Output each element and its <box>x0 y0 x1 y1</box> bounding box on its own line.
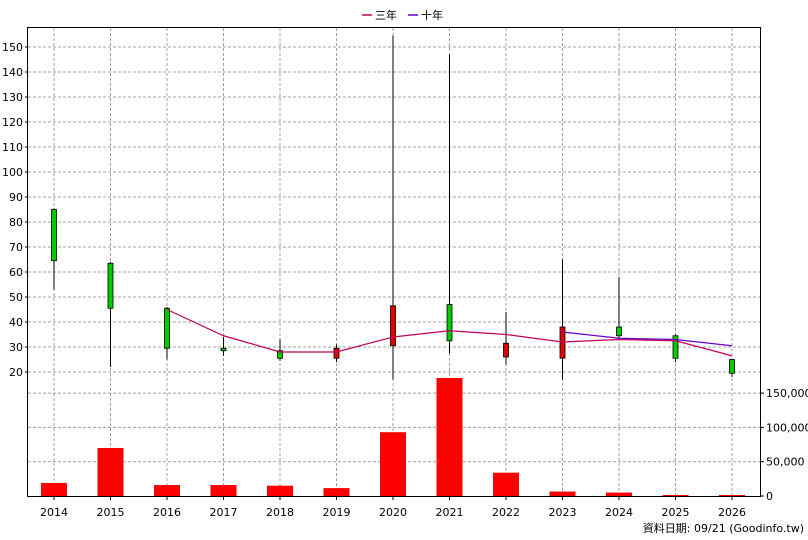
volume-bar <box>662 495 689 496</box>
volume-bar <box>267 485 293 496</box>
price-tick-label: 90 <box>9 191 23 204</box>
price-tick-label: 60 <box>9 266 23 279</box>
volume-bar <box>41 482 67 496</box>
price-tick-label: 130 <box>2 91 23 104</box>
volume-bar <box>606 492 632 496</box>
year-tick-label: 2021 <box>436 506 464 519</box>
candle-body <box>672 335 679 359</box>
price-tick-label: 100 <box>2 166 23 179</box>
year-tick-label: 2016 <box>153 506 181 519</box>
candle-body <box>559 326 566 359</box>
year-tick-label: 2019 <box>323 506 351 519</box>
year-tick-label: 2018 <box>266 506 294 519</box>
volume-bar <box>549 491 576 496</box>
candle-body <box>51 209 57 262</box>
volume-bar <box>210 485 237 496</box>
price-tick-label: 50 <box>9 291 23 304</box>
legend: 三年 十年 <box>362 8 443 22</box>
year-tick-label: 2025 <box>662 506 690 519</box>
year-tick-label: 2020 <box>379 506 407 519</box>
volume-bar <box>436 378 463 496</box>
volume-bar <box>493 472 519 496</box>
volume-tick-label: 0 <box>766 490 773 503</box>
volume-tick-label: 150,000 <box>766 387 808 400</box>
price-tick-label: 110 <box>2 141 23 154</box>
price-tick-label: 20 <box>9 366 23 379</box>
candle-body <box>616 326 622 337</box>
volume-bar <box>380 432 406 496</box>
candle-body <box>277 350 283 359</box>
moving-average-lines <box>166 308 733 357</box>
data-date-note: 資料日期: 09/21 (Goodinfo.tw) <box>643 521 804 535</box>
price-tick-label: 30 <box>9 341 23 354</box>
year-tick-label: 2015 <box>97 506 125 519</box>
three-year-line <box>166 308 733 357</box>
year-tick-label: 2024 <box>605 506 633 519</box>
volume-bar <box>719 495 745 496</box>
grid <box>28 28 760 496</box>
candle-body <box>164 307 170 349</box>
volume-tick-label: 50,000 <box>766 456 805 469</box>
price-axis: 20 30 40 50 60 70 80 90 100 110 120 130 140 150 <box>2 41 28 379</box>
price-tick-label: 70 <box>9 241 23 254</box>
volume-axis: 0 50,000 100,000 150,000 <box>760 387 808 503</box>
candle-body <box>503 342 509 358</box>
price-tick-label: 120 <box>2 116 23 129</box>
candles <box>51 35 735 380</box>
legend-three-year-label: 三年 <box>375 8 397 22</box>
year-tick-label: 2023 <box>549 506 577 519</box>
price-tick-label: 40 <box>9 316 23 329</box>
candle-body <box>446 304 453 342</box>
year-tick-label: 2022 <box>492 506 520 519</box>
legend-ten-year-label: 十年 <box>421 8 443 22</box>
candle-body <box>333 347 340 359</box>
year-axis: 2014 2015 2016 2017 2018 2019 2020 2021 2022 2023… <box>40 496 746 519</box>
year-tick-label: 2014 <box>40 506 68 519</box>
ten-year-line <box>562 331 733 347</box>
year-tick-label: 2017 <box>210 506 238 519</box>
volume-bar <box>154 485 180 496</box>
volume-bar <box>97 447 124 496</box>
candle-body <box>729 359 735 374</box>
price-tick-label: 140 <box>2 66 23 79</box>
volume-bar <box>323 488 350 496</box>
candle-body <box>107 262 114 309</box>
volume-tick-label: 100,000 <box>766 421 808 434</box>
candle-body <box>220 347 227 352</box>
price-tick-label: 80 <box>9 216 23 229</box>
year-tick-label: 2026 <box>718 506 746 519</box>
volume-bars <box>41 378 745 496</box>
price-tick-label: 150 <box>2 41 23 54</box>
candle-body <box>390 305 396 347</box>
plot-frame <box>27 27 761 497</box>
